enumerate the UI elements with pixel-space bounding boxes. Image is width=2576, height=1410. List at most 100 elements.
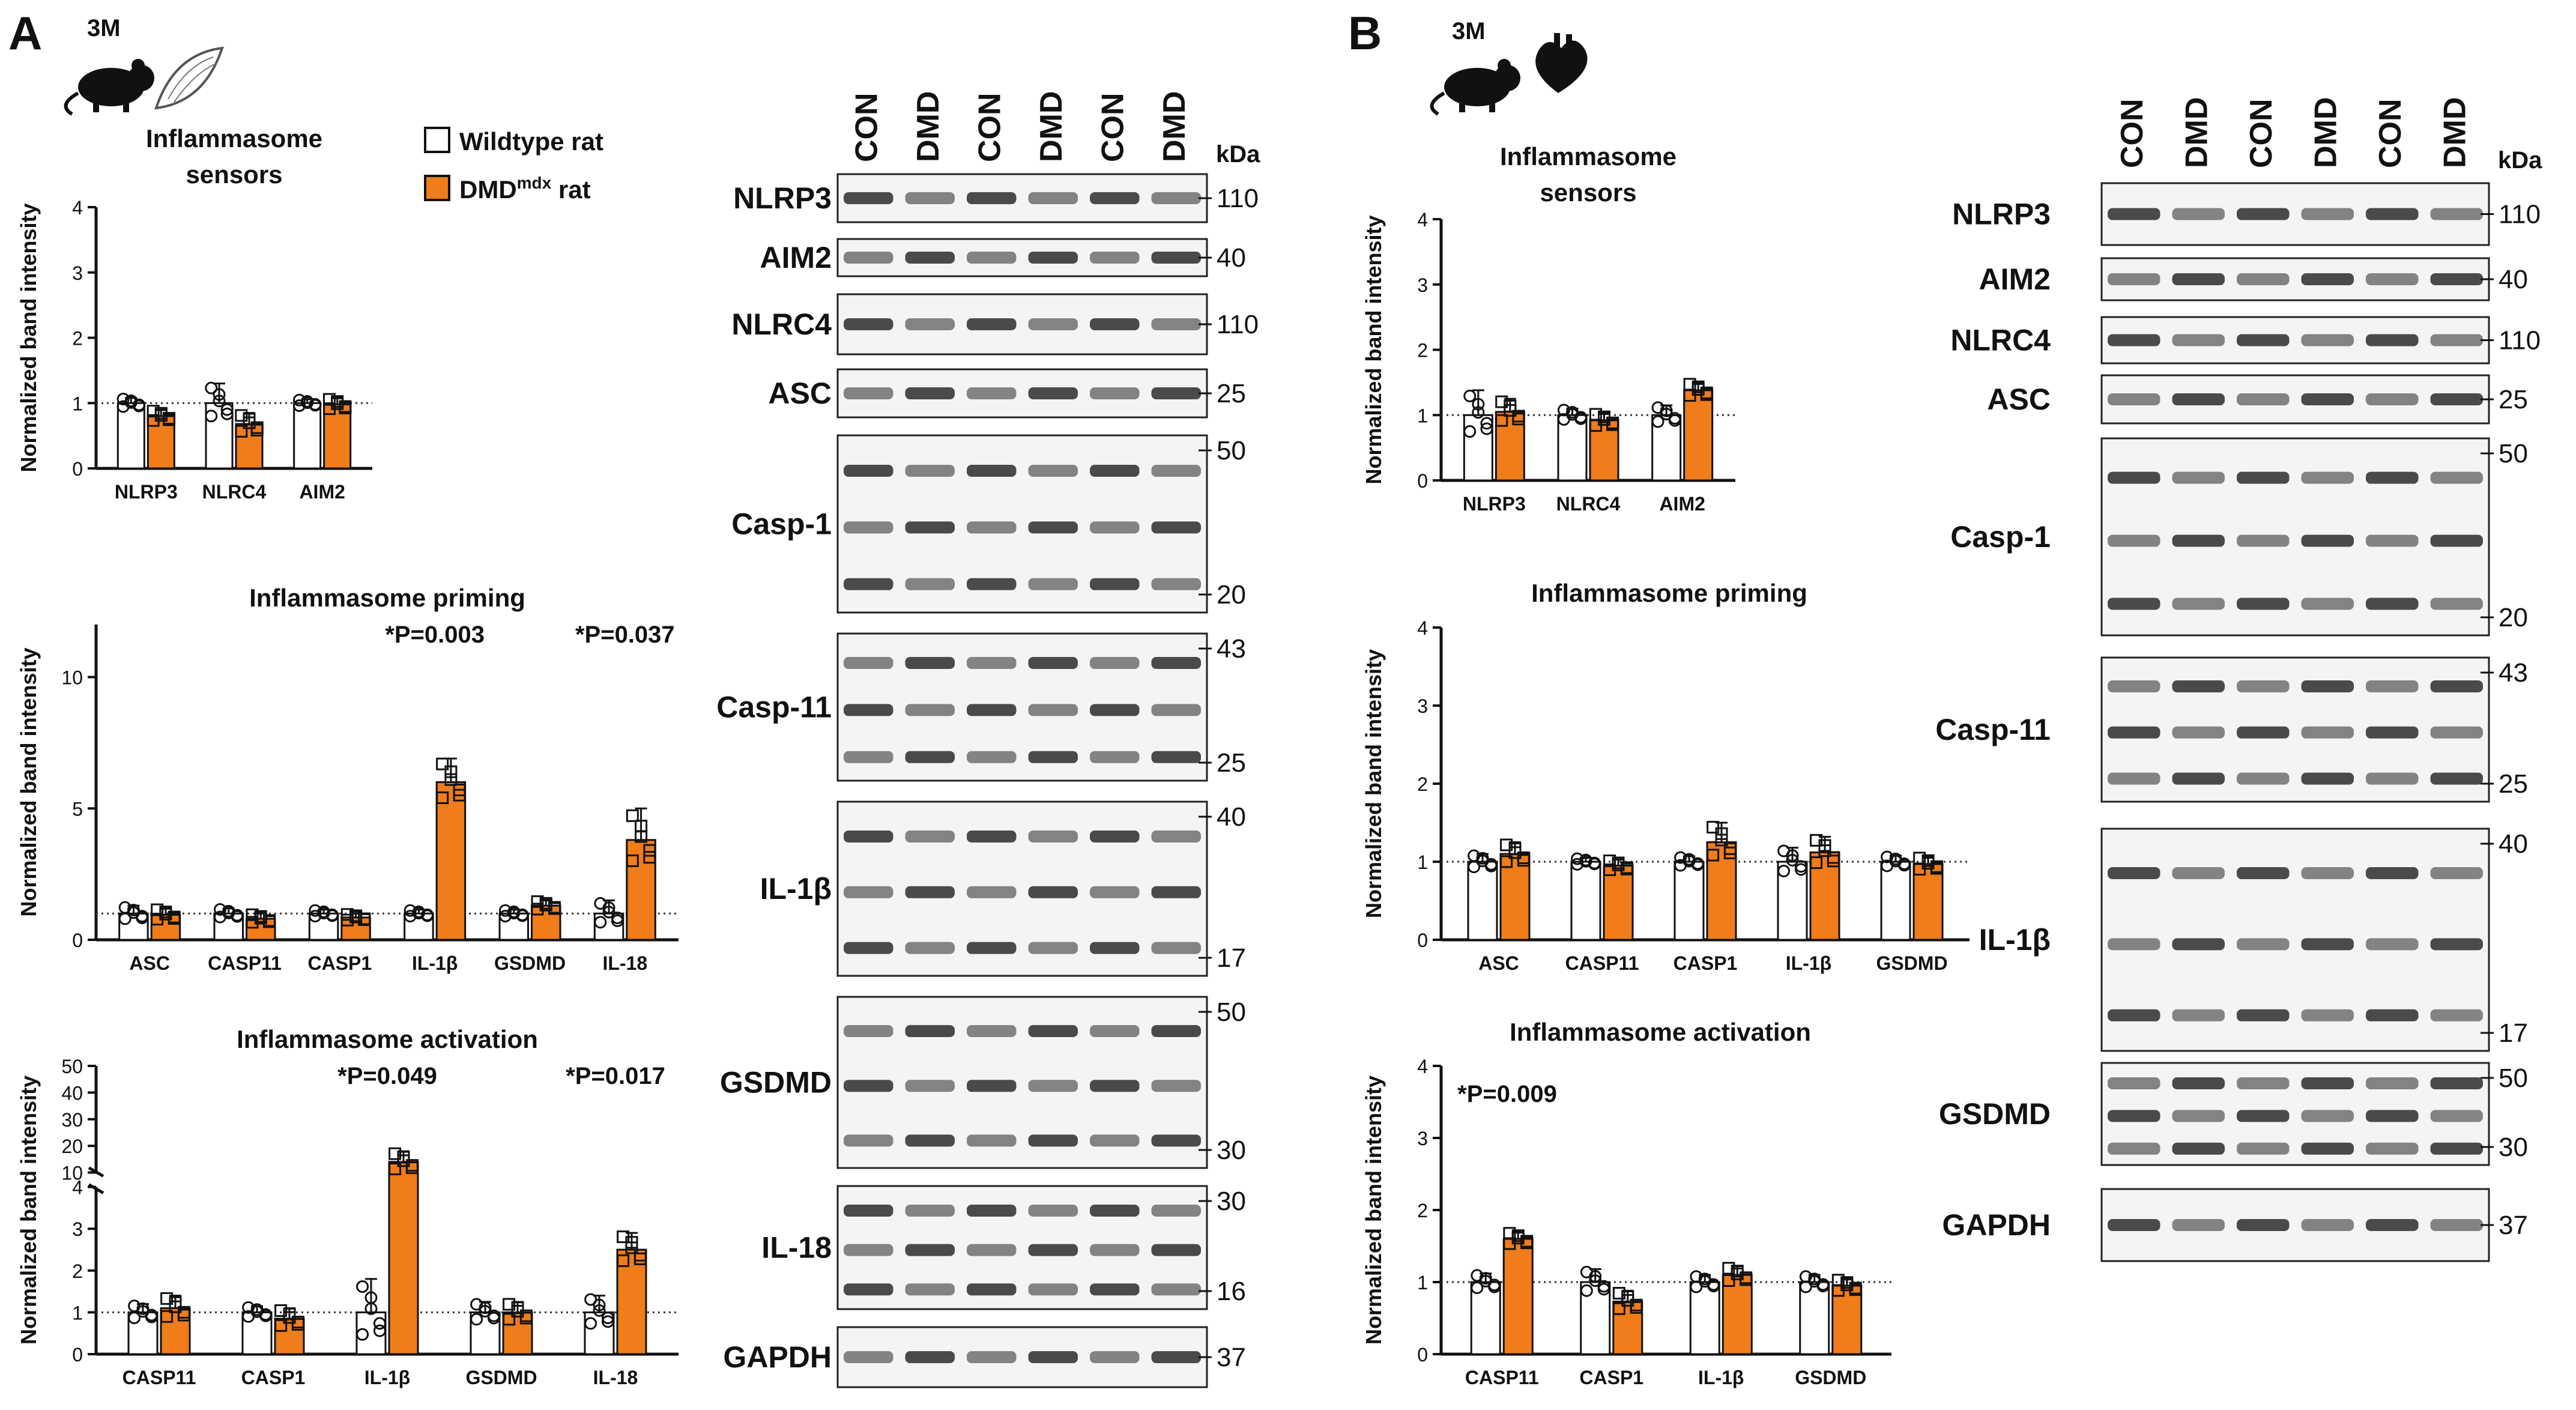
- y-tick-label: 2: [72, 1260, 83, 1282]
- y-axis-label: Normalized band intensity: [16, 1076, 41, 1345]
- blot-band: [967, 704, 1017, 716]
- blot-row-gsdmd: GSDMD 50 30: [720, 996, 1246, 1169]
- blot-band: [2366, 1009, 2419, 1021]
- kda-marker: 20: [1217, 580, 1246, 610]
- blot-band: [967, 318, 1017, 330]
- bar-wt: [116, 402, 145, 470]
- lane-label: CON: [2244, 98, 2279, 168]
- data-point-wt: [1580, 1284, 1593, 1297]
- blot-band: [1028, 704, 1078, 716]
- kda-marker: 43: [1217, 634, 1246, 664]
- data-point-wt: [220, 403, 234, 416]
- bar-dmd: [1809, 851, 1840, 941]
- blot-band: [905, 1244, 955, 1256]
- blot-band: [1090, 1025, 1140, 1037]
- data-point-wt: [373, 1324, 386, 1337]
- data-point-wt: [309, 904, 322, 917]
- y-tick-label: 1: [1417, 405, 1428, 426]
- blot-band: [905, 1205, 955, 1217]
- data-point-dmd: [250, 423, 264, 437]
- data-point-dmd: [397, 1154, 410, 1167]
- data-point-dmd: [235, 425, 248, 438]
- blot-row-aim2: AIM2 40: [760, 238, 1246, 277]
- blot-band: [844, 192, 893, 204]
- blot-row-gsdmd: GSDMD 50 30: [1939, 1062, 2528, 1166]
- data-point-dmd: [246, 908, 259, 921]
- blot-band: [2108, 938, 2160, 951]
- data-point-dmd: [1612, 1302, 1625, 1315]
- blot-band: [844, 1283, 893, 1296]
- blot-band: [2108, 273, 2160, 285]
- blot-band: [844, 1205, 893, 1217]
- data-point-dmd: [503, 1313, 516, 1326]
- blot-band: [2301, 1077, 2354, 1089]
- data-point-dmd: [1620, 862, 1633, 876]
- protein-label: GAPDH: [723, 1340, 832, 1374]
- blot-band: [2237, 598, 2290, 610]
- lane-label: CON: [972, 92, 1007, 162]
- x-tick-label: CASP11: [1465, 1367, 1539, 1388]
- blot-band: [2430, 867, 2483, 879]
- blot-row-il-1β: IL-1β 40 17: [760, 800, 1246, 977]
- blot-band: [1151, 521, 1201, 534]
- blot-band: [2301, 1142, 2354, 1155]
- x-tick-label: ASC: [129, 952, 170, 974]
- blot-band: [844, 1244, 893, 1256]
- blot-band: [905, 318, 955, 330]
- x-tick-label: GSDMD: [1795, 1367, 1866, 1388]
- protein-label: ASC: [768, 377, 832, 410]
- blot-band: [967, 192, 1017, 204]
- blot-band: [1151, 942, 1201, 954]
- blot-band: [1028, 465, 1078, 477]
- y-tick-label: 0: [72, 1344, 83, 1366]
- blot-row-gapdh: GAPDH 37: [723, 1326, 1246, 1388]
- bar-wt: [1799, 1281, 1830, 1355]
- blot-band: [1028, 578, 1078, 590]
- legend-swatch-dmd: [424, 175, 450, 201]
- blot-band: [2301, 680, 2354, 692]
- bar-dmd: [150, 913, 181, 941]
- y-tick-label: 3: [72, 262, 83, 284]
- protein-label: NLRC4: [1950, 324, 2051, 357]
- data-point-wt: [601, 1312, 614, 1325]
- protein-label: NLRC4: [731, 307, 832, 341]
- chart-B-priming: 0 1 2 3 4 Normalized band intensity Inflammaso…: [1361, 579, 1970, 974]
- kda-marker: 43: [2499, 658, 2528, 688]
- y-tick-label: 30: [61, 1109, 83, 1131]
- blot-band: [2430, 273, 2483, 285]
- data-point-wt: [584, 1317, 597, 1330]
- data-point-wt: [1571, 852, 1584, 865]
- y-tick-label: 10: [61, 667, 83, 689]
- bar-wt: [241, 1311, 273, 1355]
- blot-frame: [2100, 316, 2490, 365]
- x-tick-label: CASP1: [241, 1367, 306, 1388]
- lane-label: CON: [849, 92, 884, 162]
- y-tick-label: 3: [1417, 695, 1428, 717]
- blot-band: [905, 1351, 955, 1363]
- blot-band: [905, 387, 955, 399]
- blot-band: [2430, 680, 2483, 692]
- data-point-wt: [1484, 859, 1498, 873]
- data-point-wt: [470, 1313, 483, 1326]
- blot-band: [2172, 772, 2225, 785]
- x-tick-label: IL-18: [593, 1367, 638, 1388]
- blot-band: [1090, 1134, 1140, 1147]
- blot-band: [967, 1025, 1017, 1037]
- data-point-dmd: [349, 910, 363, 924]
- y-tick-label: 3: [1417, 274, 1428, 296]
- blot-band: [844, 252, 893, 264]
- kda-marker: 50: [2499, 439, 2528, 468]
- x-tick-label: CASP11: [122, 1367, 196, 1388]
- data-point-dmd: [1810, 856, 1823, 870]
- bar-wt: [470, 1311, 501, 1355]
- blot-band: [1151, 1134, 1201, 1147]
- data-point-dmd: [243, 416, 256, 429]
- blot-row-nlrc4: NLRC4 110: [1950, 316, 2541, 365]
- blot-band: [2172, 273, 2225, 285]
- data-point-dmd: [274, 1304, 288, 1317]
- blot-band: [2172, 726, 2225, 739]
- blot-band: [2172, 680, 2225, 692]
- x-tick-label: CASP1: [307, 952, 372, 974]
- x-tick-label: AIM2: [1659, 493, 1705, 515]
- bar-dmd: [531, 904, 561, 941]
